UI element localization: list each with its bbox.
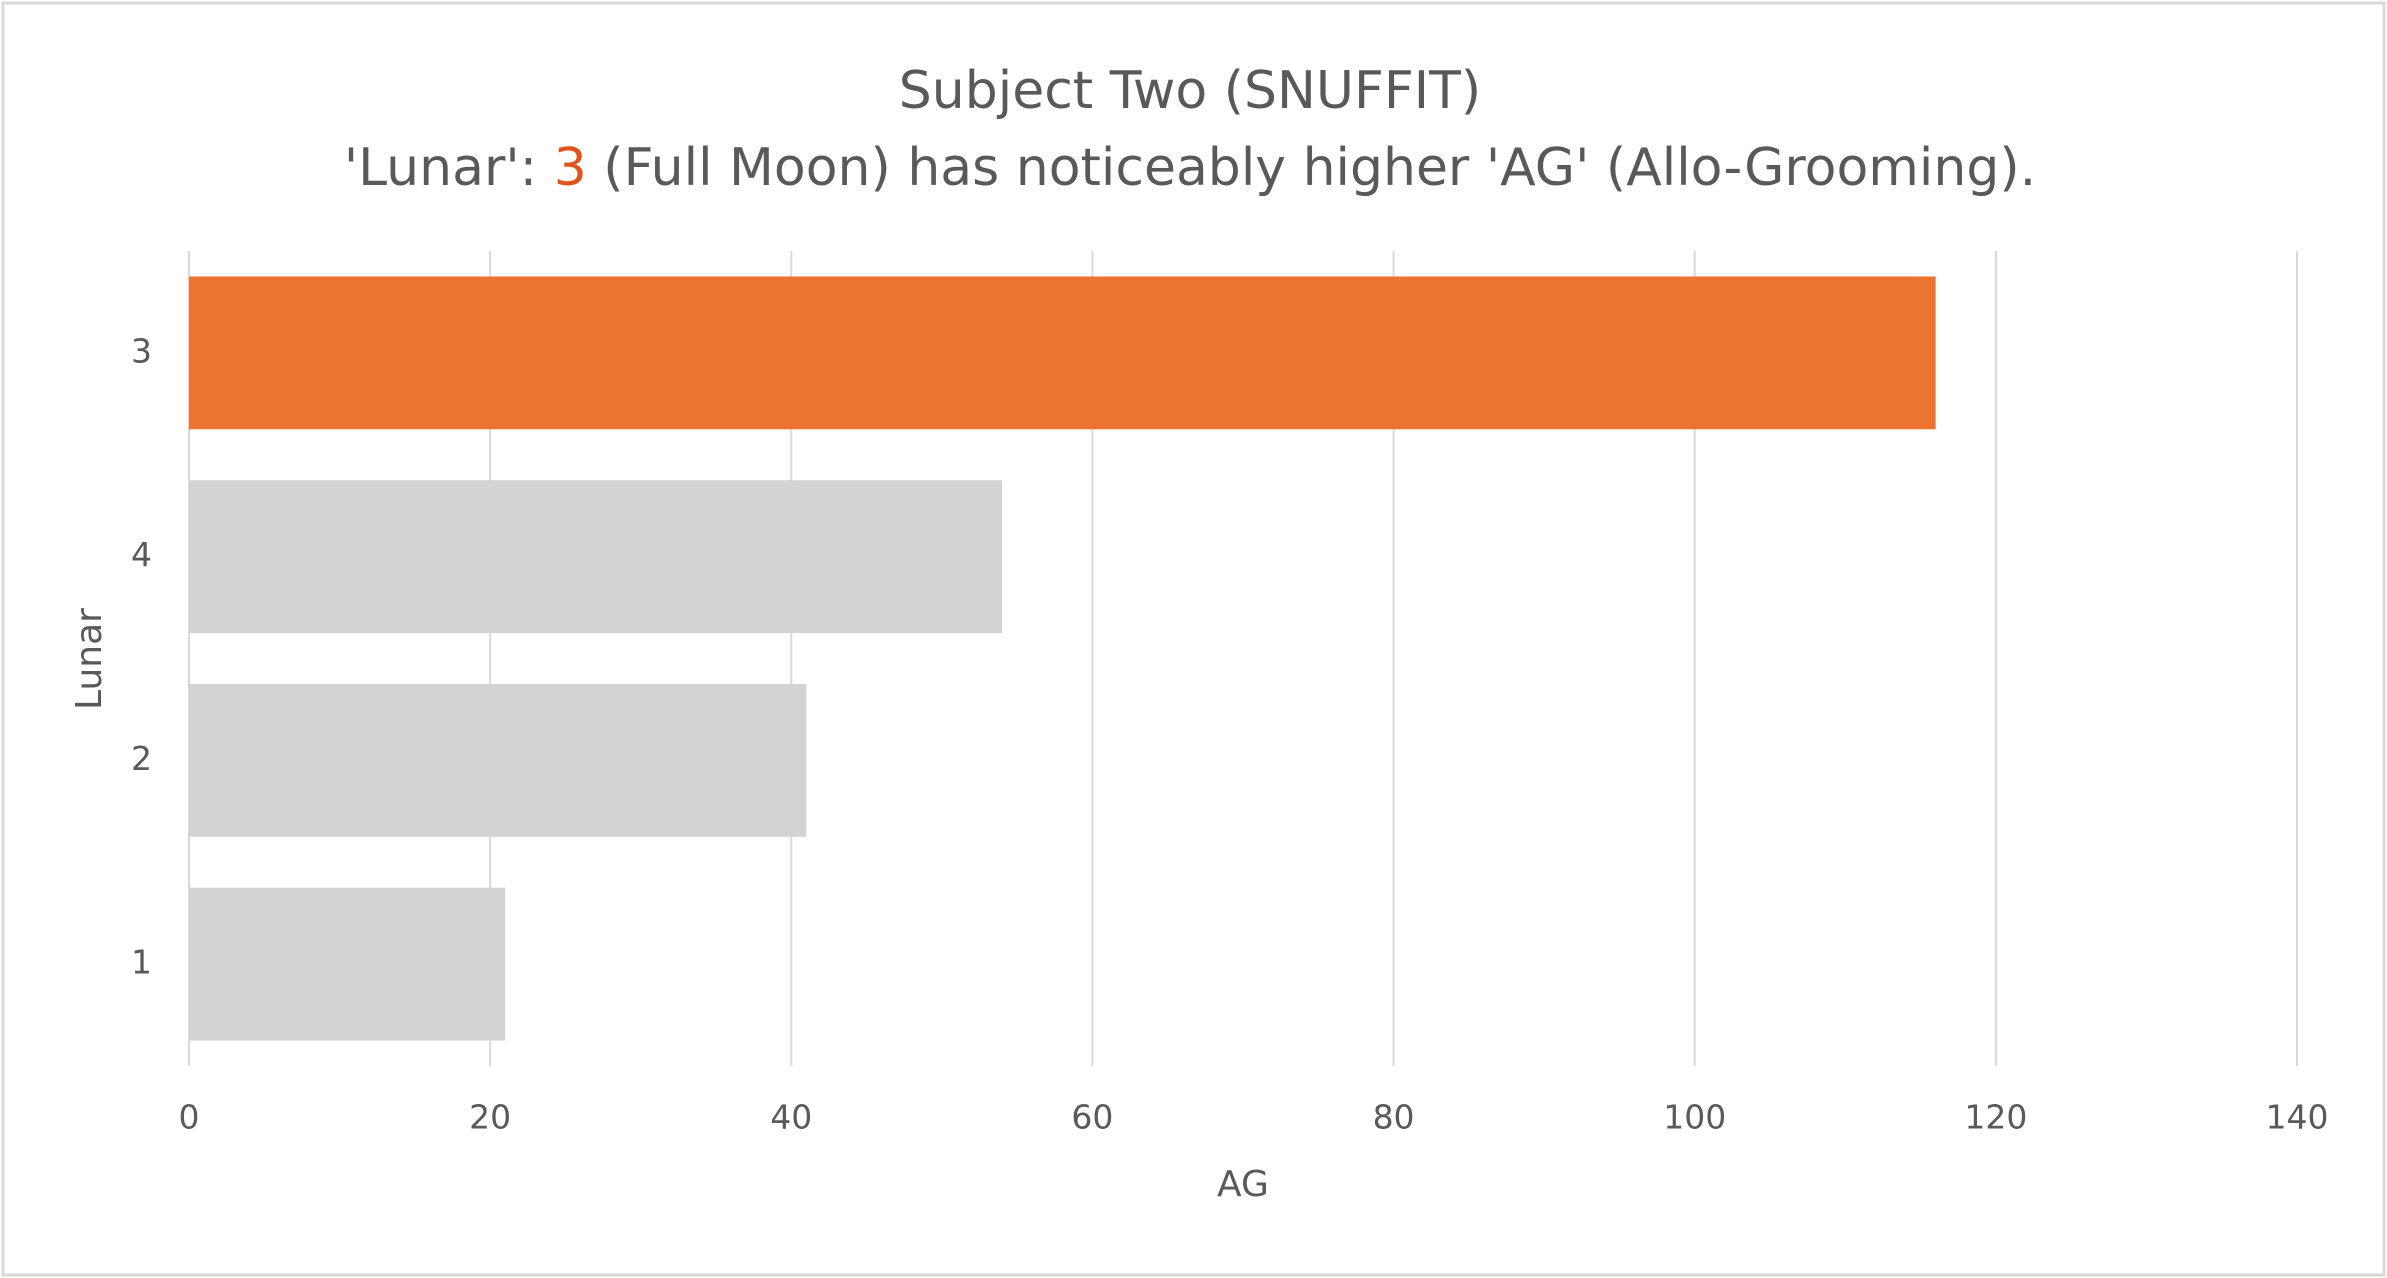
bar xyxy=(189,887,506,1041)
x-tick-label: 60 xyxy=(1071,1098,1113,1137)
x-tick-label: 40 xyxy=(770,1098,812,1137)
subtitle-part: 'Lunar': xyxy=(344,138,554,198)
x-tick-label: 80 xyxy=(1373,1098,1415,1137)
y-tick-label: 4 xyxy=(131,535,152,574)
subtitle-part: 3 xyxy=(554,138,587,198)
chart-subtitle: 'Lunar': 3 (Full Moon) has noticeably hi… xyxy=(344,138,2036,198)
x-tick-label: 0 xyxy=(179,1098,200,1137)
y-tick-label: 3 xyxy=(131,331,152,370)
x-tick-label: 20 xyxy=(469,1098,511,1137)
bar xyxy=(189,480,1003,634)
x-axis-title: AG xyxy=(1217,1164,1269,1205)
bar xyxy=(189,683,807,837)
y-tick-label: 2 xyxy=(131,739,152,778)
x-tick-label: 100 xyxy=(1663,1098,1726,1137)
x-tick-label: 120 xyxy=(1964,1098,2027,1137)
bar xyxy=(189,276,1936,430)
x-tick-label: 140 xyxy=(2266,1098,2329,1137)
chart-title: Subject Two (SNUFFIT) xyxy=(899,61,1481,121)
y-axis-title: Lunar xyxy=(69,608,110,710)
y-tick-label: 1 xyxy=(131,943,152,982)
subtitle-part: (Full Moon) has noticeably higher 'AG' (… xyxy=(587,138,2036,198)
